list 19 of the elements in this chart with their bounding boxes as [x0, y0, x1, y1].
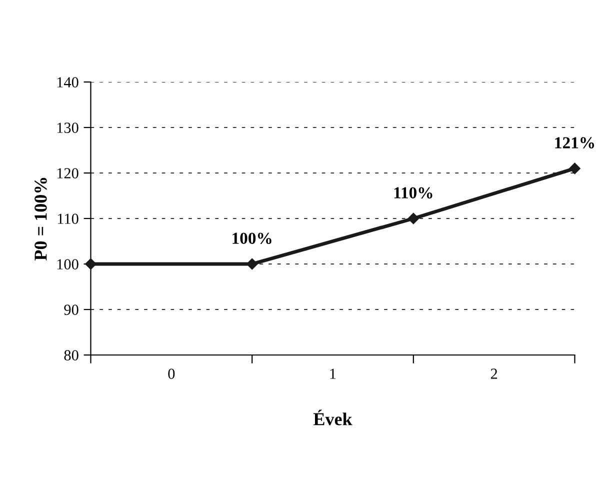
- point: [569, 162, 580, 174]
- y-axis-title: P0 = 100%: [34, 178, 47, 260]
- data-label: 100%: [232, 232, 272, 244]
- point: [408, 212, 420, 224]
- y-tick-label: 110: [58, 214, 78, 224]
- x-tick-label: 1: [330, 368, 336, 379]
- data-label: 121%: [555, 137, 594, 148]
- x-axis-title: Évek: [313, 410, 352, 426]
- y-tick-label: 90: [64, 304, 78, 315]
- x-tick-label: 2: [490, 368, 498, 379]
- y-tick-label: 80: [64, 350, 78, 360]
- y-tick-label: 130: [57, 122, 78, 133]
- point: [246, 258, 258, 270]
- y-tick-label: 120: [57, 168, 78, 178]
- point: [85, 258, 96, 270]
- y-tick-label: 140: [57, 77, 78, 88]
- x-tick-label: 0: [168, 368, 175, 379]
- data-label: 110%: [394, 187, 432, 199]
- y-tick-label: 100: [57, 259, 78, 270]
